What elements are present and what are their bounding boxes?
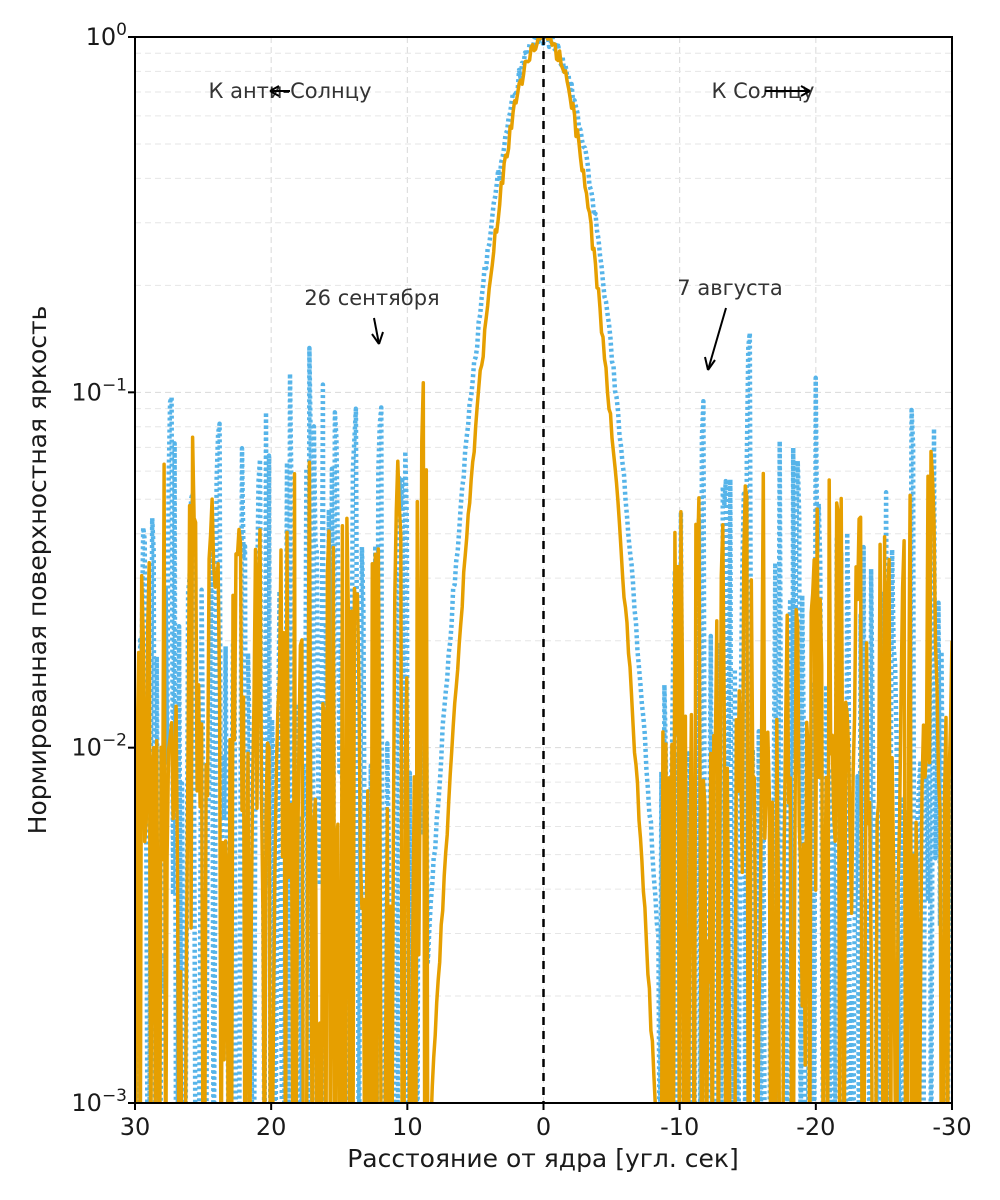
x-tick-label: -30: [932, 1113, 971, 1141]
sun-arrow: [765, 85, 811, 97]
annotation-aug7-label: 7 августа: [677, 276, 782, 300]
y-tick-label: 10−1: [71, 375, 127, 406]
annotation-aug7-arrow: [704, 307, 727, 371]
y-tick-label: 10−3: [71, 1086, 127, 1117]
y-tick-label: 10−2: [71, 731, 127, 762]
x-tick-label: 10: [392, 1113, 423, 1141]
x-tick-label: 30: [120, 1113, 151, 1141]
annotation-sep26-arrow: [371, 317, 384, 345]
x-axis-title: Расстояние от ядра [угл. сек]: [347, 1144, 739, 1173]
series-line-aug7: [135, 37, 952, 1103]
annotation-sep26-label: 26 сентября: [304, 286, 439, 310]
x-tick-label: 20: [256, 1113, 287, 1141]
y-axis-title: Нормированная поверхностная яркость: [23, 306, 52, 835]
series-line-sep26: [135, 37, 952, 1103]
x-tick-label: -10: [660, 1113, 699, 1141]
x-tick-label: 0: [536, 1113, 551, 1141]
anti-sun-arrow: [269, 85, 290, 97]
y-tick-label: 100: [86, 20, 127, 51]
x-tick-label: -20: [796, 1113, 835, 1141]
series-group: [135, 37, 952, 1103]
